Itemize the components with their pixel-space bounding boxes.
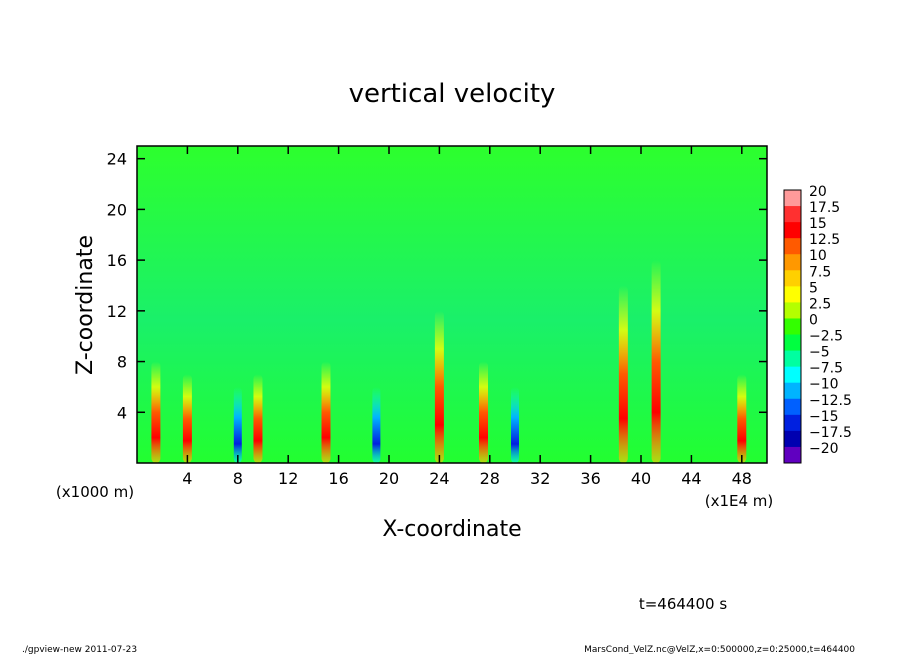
colorbar-swatch [784,398,801,416]
x-axis-ticks: 4 8 12 16 20 24 28 32 36 40 44 48 [182,146,752,488]
colorbar-swatch [784,430,801,448]
x-tick-label: 12 [278,469,298,488]
colorbar-label: 2.5 [809,296,831,312]
colorbar-swatch [784,318,801,336]
colorbar-label: −20 [809,441,839,457]
colorbar-label: −15 [809,409,839,425]
colorbar-label: 7.5 [809,264,831,280]
heatmap-feature-6 [434,310,444,463]
colorbar-swatch [784,206,801,223]
footer-right: MarsCond_VelZ.nc@VelZ,x=0:500000,z=0:250… [584,645,855,654]
colorbar-label: 20 [809,184,827,200]
colorbar-label: −7.5 [809,361,843,377]
time-label: t=464400 s [639,595,727,613]
colorbar-swatch [784,270,801,287]
colorbar-swatch [784,286,801,303]
x-tick-label: 28 [480,469,500,488]
x-unit-left: (x1000 m) [56,483,134,501]
heatmap-feature-5 [372,386,381,463]
colorbar-swatch [784,302,801,319]
heatmap-feature-8 [511,386,519,463]
colorbar-swatch [784,350,801,368]
x-unit-right: (x1E4 m) [705,492,774,510]
y-axis-ticks: 4 8 12 16 20 24 [107,150,767,422]
x-tick-label: 48 [732,469,752,488]
footer-left: ./gpview-new 2011-07-23 [22,645,137,654]
x-tick-label: 24 [429,469,449,488]
colorbar-label: −2.5 [809,329,843,345]
x-tick-label: 8 [233,469,243,488]
colorbar-label: −5 [809,345,830,361]
x-axis-label: X-coordinate [382,517,521,542]
heatmap-feature-4 [321,361,331,463]
x-tick-label: 32 [530,469,550,488]
y-tick-label: 24 [107,150,127,169]
y-axis-label: Z-coordinate [73,235,98,375]
colorbar-swatch [784,414,801,432]
plot-frame [136,145,768,464]
heatmap-feature-7 [479,361,488,463]
colorbar-swatch [784,190,801,207]
colorbar-frame [783,189,802,464]
colorbar-label: 10 [809,248,827,264]
colorbar-label: −12.5 [809,393,852,409]
colorbar-swatch [784,334,801,352]
x-tick-label: 44 [681,469,701,488]
colorbar-label: 15 [809,216,827,232]
colorbar-label: 5 [809,280,818,296]
colorbar-swatch [784,238,801,255]
x-tick-label: 20 [379,469,399,488]
heatmap-feature-11 [737,374,747,463]
x-tick-label: 36 [580,469,600,488]
y-tick-label: 8 [117,353,127,372]
y-tick-label: 20 [107,200,127,219]
heatmap-features [151,260,747,463]
chart-title: vertical velocity [349,79,556,109]
heatmap-feature-3 [253,374,263,463]
colorbar-label: −17.5 [809,425,852,441]
colorbar-label: −10 [809,377,839,393]
x-tick-label: 40 [631,469,651,488]
heatmap-background [137,146,767,463]
heatmap-feature-0 [151,361,161,463]
heatmap-feature-2 [233,386,242,463]
colorbar-swatch [784,222,801,239]
colorbar-label: 0 [809,312,818,328]
colorbar-label: 12.5 [809,232,840,248]
y-tick-label: 12 [107,302,127,321]
colorbar-swatch [784,446,801,464]
colorbar: 2017.51512.5107.552.50−2.5−5−7.5−10−12.5… [783,184,852,464]
plot-area [137,146,767,463]
colorbar-swatch [784,254,801,271]
y-tick-label: 16 [107,251,127,270]
x-tick-label: 16 [328,469,348,488]
heatmap-feature-10 [651,260,661,463]
heatmap-feature-1 [182,374,192,463]
x-tick-label: 4 [182,469,192,488]
colorbar-swatch [784,366,801,384]
colorbar-swatch [784,382,801,400]
heatmap-feature-9 [618,285,628,463]
colorbar-label: 17.5 [809,200,840,216]
y-tick-label: 4 [117,403,127,422]
